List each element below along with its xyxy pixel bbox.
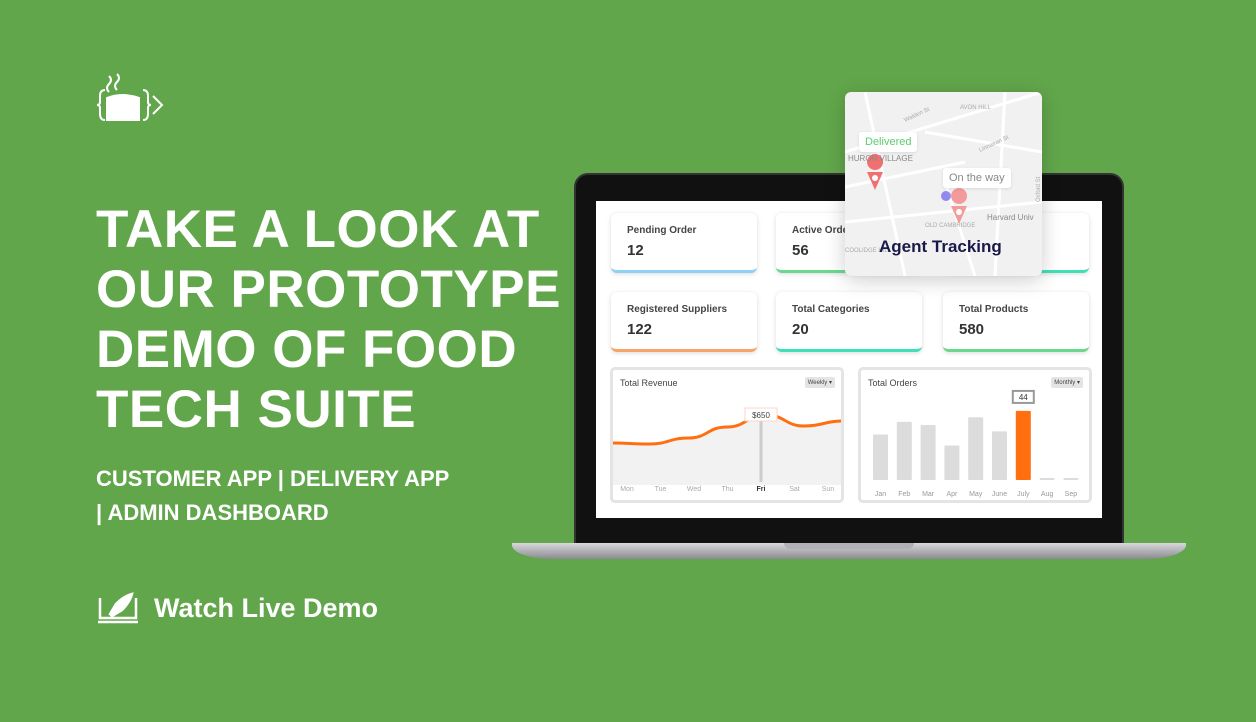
x-tick-label: Feb (898, 491, 910, 498)
period-select[interactable]: Weekly ▾ (804, 377, 835, 388)
headline-line: TAKE A LOOK AT (96, 200, 540, 259)
agent-tracking-card[interactable]: AVON HILL Walden St Linnaean St Oxford S… (845, 92, 1042, 276)
revenue-line (613, 413, 841, 446)
x-tick-label: Aug (1041, 491, 1054, 498)
map-label: Walden St (903, 107, 931, 124)
tooltip-label: 44 (1019, 393, 1028, 402)
x-tick-label: Tue (655, 486, 667, 493)
stat-label: Total Products (959, 304, 1029, 315)
x-tick-label: Apr (946, 491, 958, 498)
subtitle-line: | ADMIN DASHBOARD (96, 500, 329, 525)
rocket-screen-icon (98, 592, 138, 624)
map-label: OLD CAMBRIDGE (925, 223, 975, 229)
bar (1063, 478, 1079, 480)
stat-label: Total Categories (792, 304, 870, 315)
x-tick-label: Sun (822, 486, 835, 493)
stat-value: 580 (959, 321, 985, 338)
stat-value: 12 (627, 242, 644, 259)
subtitle: CUSTOMER APP | DELIVERY APP | ADMIN DASH… (96, 462, 449, 530)
on-the-way-pin-icon (951, 188, 968, 224)
laptop-notch (784, 543, 914, 549)
x-tick-label: Jan (875, 491, 886, 498)
tooltip-label: $650 (752, 411, 770, 420)
agent-tracking-title: Agent Tracking (879, 237, 1002, 256)
map-label: AVON HILL (960, 105, 992, 111)
x-tick-label: July (1017, 491, 1030, 498)
orders-bar-plot: Jan Feb Mar Apr May June July 44 Aug Sep (873, 389, 1079, 498)
bar (896, 421, 912, 480)
subtitle-line: CUSTOMER APP | DELIVERY APP (96, 466, 450, 491)
bar (992, 431, 1007, 480)
delivered-pin-icon (867, 154, 884, 190)
x-tick-label: May (969, 491, 983, 498)
map-label-huron-village: HURON VILLAGE (848, 154, 913, 163)
brand-logo (95, 68, 165, 128)
agent-location-dot (941, 191, 951, 201)
watch-live-demo-link[interactable]: Watch Live Demo (96, 590, 378, 626)
revenue-chart: Total Revenue Weekly ▾ $650 Mon Tue Wed Thu F… (610, 367, 844, 503)
x-tick-label: Mon (620, 486, 634, 493)
chart-title: Total Orders (868, 378, 918, 388)
map-label: Oxford St (1036, 176, 1042, 202)
stat-label: Registered Suppliers (627, 304, 728, 315)
x-tick-label: June (992, 491, 1007, 498)
stat-value: 122 (627, 321, 653, 338)
headline-line: OUR PROTOTYPE (96, 260, 561, 319)
stat-label: Pending Order (627, 225, 697, 236)
delivered-label: Delivered (859, 132, 918, 152)
chart-title: Total Revenue (620, 378, 678, 388)
bar (873, 434, 888, 480)
headline-line: TECH SUITE (96, 380, 417, 439)
bar (920, 425, 936, 480)
stat-card[interactable]: Pending Order 12 (611, 213, 757, 273)
x-tick-label: Sep (1065, 491, 1078, 498)
revenue-area (613, 415, 841, 485)
x-tick-label: Mar (922, 491, 935, 498)
stat-card[interactable]: Total Categories 20 (776, 292, 922, 352)
stat-value: 56 (792, 242, 809, 259)
stat-card[interactable]: Total Products 580 (943, 292, 1089, 352)
on-the-way-label: On the way (943, 168, 1011, 188)
map-label: COOLIDGE HILL (845, 248, 892, 254)
x-tick-label: Thu (721, 486, 733, 493)
value-tooltip (744, 407, 778, 422)
bar (1015, 410, 1031, 480)
bar (968, 417, 984, 480)
x-tick-label: Wed (687, 486, 701, 493)
headline-line: DEMO OF FOOD (96, 320, 518, 379)
stat-card[interactable]: Registered Suppliers 122 (611, 292, 757, 352)
period-select[interactable]: Monthly ▾ (1051, 377, 1083, 388)
map-label-harvard: Harvard Univ (987, 213, 1034, 222)
x-tick-label: Sat (789, 486, 800, 493)
bar (944, 445, 960, 480)
laptop-base (512, 543, 1186, 559)
revenue-line-plot: $650 Mon Tue Wed Thu Fri Sat Sun (613, 407, 841, 493)
orders-chart: Total Orders Monthly ▾ Jan Feb Mar Apr May Ju… (858, 367, 1092, 503)
bar (1039, 478, 1055, 480)
x-tick-label: Fri (757, 486, 766, 493)
value-tooltip (1011, 389, 1035, 404)
stat-value: 20 (792, 321, 809, 338)
map-background: AVON HILL Walden St Linnaean St Oxford S… (845, 92, 1042, 276)
headline: TAKE A LOOK AT OUR PROTOTYPE DEMO OF FOO… (96, 200, 561, 440)
stat-label: Active Orders (792, 225, 858, 236)
cta-label: Watch Live Demo (154, 592, 379, 623)
